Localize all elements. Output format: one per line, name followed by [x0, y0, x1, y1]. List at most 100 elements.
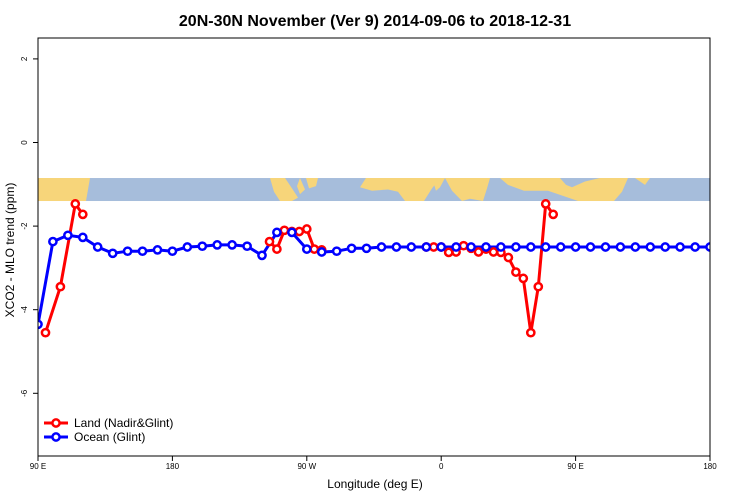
series-point-ocean-glint [77, 232, 88, 243]
map-land-patch [38, 178, 90, 201]
series-line-land-nadir-glint [44, 202, 85, 334]
series-point-ocean-glint [630, 242, 641, 252]
map-land-patch [360, 178, 440, 201]
series-point-ocean-glint [496, 242, 506, 252]
legend-label: Land (Nadir&Glint) [74, 416, 173, 430]
y-tick-label: -6 [20, 389, 29, 397]
x-tick-label: 90 W [297, 462, 316, 471]
series-point-ocean-glint [316, 247, 327, 257]
map-land-patch [270, 178, 298, 201]
series-point-ocean-glint [346, 243, 357, 254]
series-point-ocean-glint [451, 242, 461, 252]
series-point-ocean-glint [301, 244, 312, 254]
series-point-land-nadir-glint [70, 199, 81, 209]
series-point-ocean-glint [48, 236, 58, 247]
legend-marker [51, 418, 61, 428]
map-land-patch [306, 178, 318, 189]
series-point-ocean-glint [212, 240, 223, 250]
series-point-ocean-glint [167, 246, 178, 257]
series-point-land-nadir-glint [511, 267, 521, 277]
series-point-ocean-glint [436, 242, 447, 252]
series-point-ocean-glint [63, 230, 73, 241]
series-point-ocean-glint [675, 242, 685, 252]
series-point-land-nadir-glint [533, 281, 544, 292]
series-point-ocean-glint [197, 241, 208, 252]
y-tick-label: -4 [20, 306, 29, 314]
x-tick-label: 90 E [30, 462, 46, 471]
series-point-land-nadir-glint [503, 252, 514, 263]
series-point-land-nadir-glint [518, 273, 529, 284]
series-point-ocean-glint [481, 242, 491, 252]
y-tick-label: 0 [20, 140, 29, 145]
series-line-ocean-glint [38, 230, 710, 325]
series-point-land-nadir-glint [77, 209, 88, 220]
x-tick-label: 90 E [567, 462, 583, 471]
series-point-ocean-glint [645, 242, 656, 252]
series-point-ocean-glint [600, 242, 611, 252]
series-point-ocean-glint [242, 241, 252, 252]
series-point-land-nadir-glint [473, 247, 484, 257]
series-point-ocean-glint [122, 246, 133, 257]
map-land-patch [432, 178, 445, 191]
y-axis: 2 0 -2 -4 -6 [20, 56, 38, 397]
legend-marker [51, 432, 61, 442]
series-point-land-nadir-glint [540, 199, 551, 209]
series-point-ocean-glint [615, 242, 626, 252]
series-point-ocean-glint [227, 240, 237, 250]
chart-title: 20N-30N November (Ver 9) 2014-09-06 to 2… [179, 13, 571, 30]
x-tick-label: 180 [166, 462, 180, 471]
series-point-land-nadir-glint [428, 242, 439, 252]
series-point-ocean-glint [137, 246, 148, 257]
series-point-land-nadir-glint [55, 281, 66, 292]
series-point-ocean-glint [511, 242, 521, 252]
series-point-ocean-glint [391, 242, 402, 252]
series-point-ocean-glint [421, 242, 432, 252]
series-point-ocean-glint [272, 227, 282, 238]
series-point-land-nadir-glint [279, 225, 290, 236]
series-point-ocean-glint [466, 242, 476, 252]
series-point-ocean-glint [107, 248, 118, 259]
map-land-patch [635, 178, 650, 185]
series-point-land-nadir-glint [272, 244, 282, 254]
series-point-land-nadir-glint [548, 209, 559, 220]
series-point-ocean-glint [540, 242, 551, 252]
series-point-land-nadir-glint [40, 327, 51, 338]
series-point-ocean-glint [182, 242, 193, 252]
series-point-ocean-glint [406, 242, 417, 252]
y-tick-label: 2 [20, 56, 29, 61]
series-point-ocean-glint [525, 242, 536, 252]
series-point-land-nadir-glint [443, 247, 454, 258]
series-point-land-nadir-glint [301, 224, 312, 234]
series-point-ocean-glint [376, 242, 387, 252]
x-tick-label: 0 [439, 462, 444, 471]
series-point-ocean-glint [331, 246, 342, 257]
legend: Land (Nadir&Glint)Ocean (Glint) [44, 416, 173, 444]
plot-frame [37, 37, 711, 457]
map-land-patch [297, 178, 305, 195]
series-point-land-nadir-glint [458, 240, 469, 251]
series-point-ocean-glint [92, 242, 103, 252]
y-axis-label: XCO2 - MLO trend (ppm) [3, 183, 17, 318]
series-point-land-nadir-glint [264, 236, 275, 247]
series-point-ocean-glint [690, 242, 700, 252]
series-point-ocean-glint [152, 245, 163, 255]
series-point-land-nadir-glint [294, 226, 305, 237]
legend-label: Ocean (Glint) [74, 430, 145, 444]
x-tick-label: 180 [703, 462, 717, 471]
series-point-ocean-glint [287, 227, 297, 238]
x-axis-label: Longitude (deg E) [327, 477, 422, 491]
series-point-ocean-glint [257, 250, 267, 261]
series-point-ocean-glint [555, 242, 566, 252]
series-point-ocean-glint [361, 243, 372, 254]
series-point-land-nadir-glint [525, 327, 536, 338]
series-point-ocean-glint [705, 242, 710, 252]
series-point-ocean-glint [585, 242, 596, 252]
map-land-patch [500, 178, 628, 201]
map-strip [38, 178, 710, 202]
y-tick-label: -2 [20, 222, 29, 230]
map-land-patch [445, 178, 490, 201]
series-layer [38, 199, 710, 338]
series-point-ocean-glint [570, 242, 581, 252]
x-axis: 90 E 180 90 W 0 90 E 180 [30, 456, 717, 471]
